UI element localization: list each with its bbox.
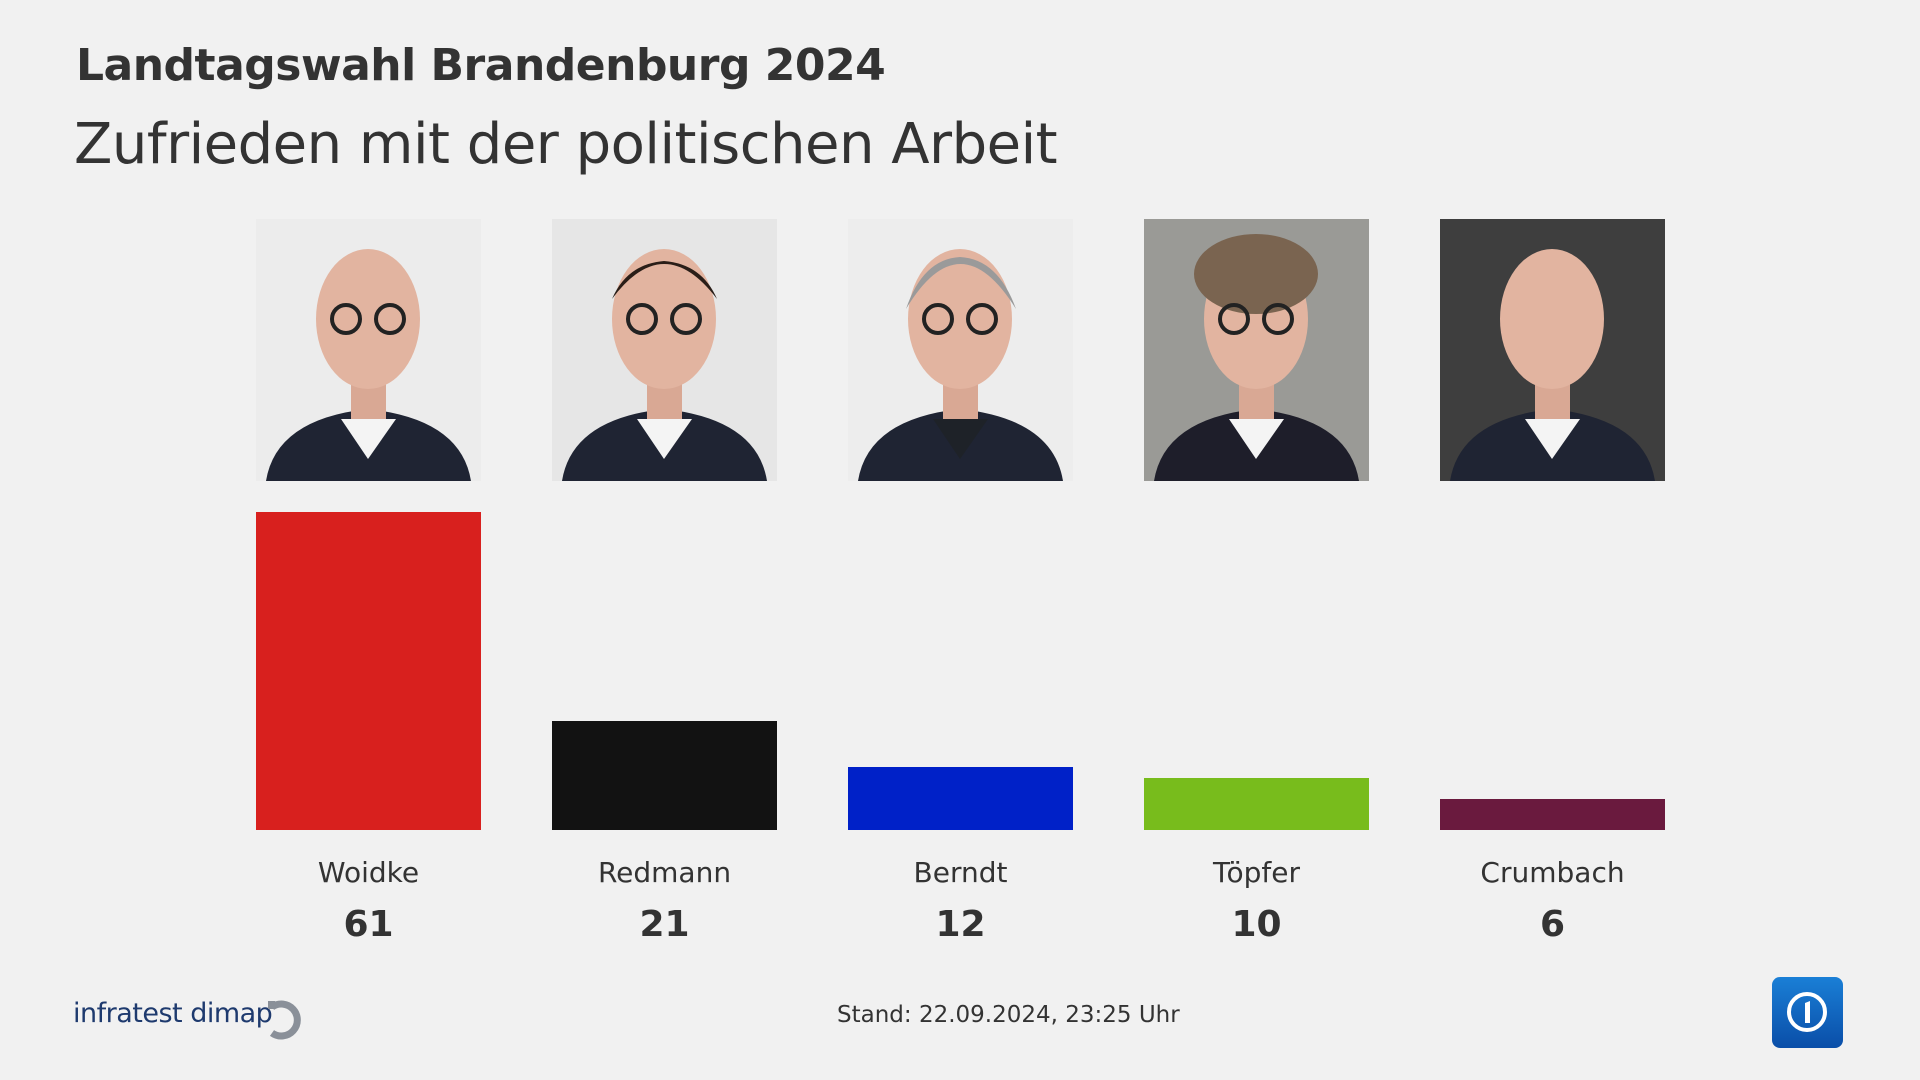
bar-berndt [848,767,1073,830]
value-label: 12 [935,904,986,945]
category-label: Crumbach [1480,856,1625,889]
chart-title: Landtagswahl Brandenburg 2024 [76,40,886,91]
candidate-photo [1144,219,1369,481]
brand-name: infratest dimap [73,998,273,1029]
candidate-photo [552,219,777,481]
candidate-photo [256,219,481,481]
category-label: Redmann [597,856,732,889]
category-label: Berndt [913,856,1008,889]
infratest-dimap-logo-icon [268,1000,301,1040]
candidate-photo [848,219,1073,481]
bar-redmann [552,720,777,830]
tagesschau-logo-icon [1772,977,1843,1048]
bar-crumbach [1440,798,1665,830]
value-label: 61 [343,904,394,945]
bar-woidke [256,512,481,830]
chart-subtitle: Zufrieden mit der politischen Arbeit [74,112,1058,177]
candidate-photo [1440,219,1665,481]
value-label: 10 [1231,904,1282,945]
value-label: 6 [1539,904,1566,945]
timestamp: Stand: 22.09.2024, 23:25 Uhr [837,1002,1180,1028]
value-label: 21 [639,904,690,945]
category-label: Töpfer [1213,856,1300,889]
category-label: Woidke [317,856,420,889]
bar-töpfer [1144,777,1369,830]
